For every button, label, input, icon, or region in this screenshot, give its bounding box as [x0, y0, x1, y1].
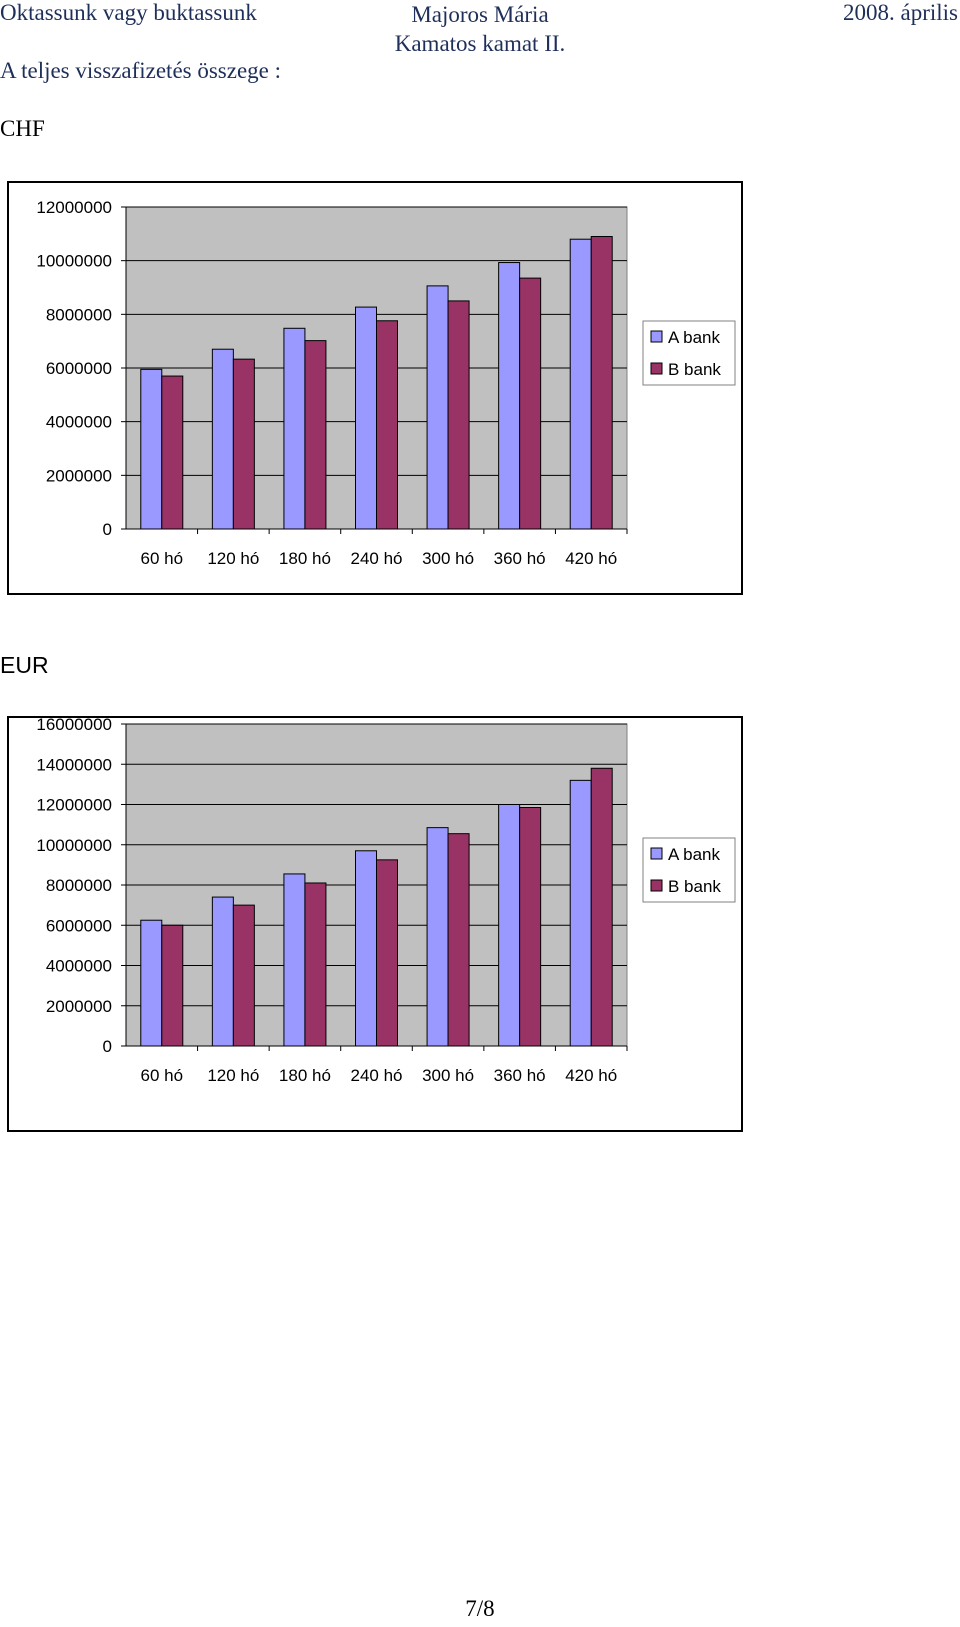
legend-label: B bank	[668, 360, 721, 379]
x-tick-label: 180 hó	[279, 549, 331, 568]
x-tick-label: 240 hó	[351, 1066, 403, 1085]
bar-b-bank	[304, 882, 327, 1047]
x-tick-label: 360 hó	[494, 1066, 546, 1085]
legend-label: A bank	[668, 845, 720, 864]
y-tick-label: 10000000	[36, 836, 112, 855]
x-tick-label: 420 hó	[565, 1066, 617, 1085]
header-topic: Kamatos kamat II.	[394, 31, 566, 56]
bar-a-bank	[355, 306, 377, 530]
x-tick-label: 120 hó	[207, 549, 259, 568]
chart-eur: 0 2000000 4000000 6000000 8000000 10000000 120…	[7, 716, 743, 1132]
legend-label: A bank	[668, 328, 720, 347]
bar-a-bank	[140, 919, 163, 1047]
y-tick-label: 10000000	[36, 252, 112, 271]
bar-b-bank	[447, 833, 470, 1047]
y-tick-label: 12000000	[36, 198, 112, 217]
y-tick-label: 16000000	[36, 716, 112, 734]
y-tick-label: 0	[103, 1037, 112, 1056]
bar-a-bank	[283, 873, 306, 1047]
y-tick-label: 4000000	[46, 413, 112, 432]
bar-b-bank	[304, 340, 327, 530]
bar-a-bank	[498, 262, 521, 530]
bar-a-bank	[355, 850, 377, 1047]
bar-b-bank	[590, 767, 613, 1047]
x-tick-label: 420 hó	[565, 549, 617, 568]
bar-b-bank	[376, 320, 398, 530]
bar-b-bank	[519, 807, 542, 1047]
bar-b-bank	[519, 277, 542, 530]
y-tick-label: 12000000	[36, 796, 112, 815]
bar-a-bank	[140, 368, 163, 530]
bar-a-bank	[211, 896, 234, 1047]
header-author: Majoros Mária	[411, 2, 549, 27]
bar-b-bank	[161, 375, 184, 530]
bar-b-bank	[232, 904, 255, 1047]
section-label-eur: EUR	[0, 652, 49, 678]
x-tick-label: 180 hó	[279, 1066, 331, 1085]
bar-a-bank	[569, 779, 592, 1047]
legend-swatch	[650, 362, 663, 375]
bar-a-bank	[569, 238, 592, 530]
y-tick-label: 8000000	[46, 876, 112, 895]
x-tick-label: 60 hó	[141, 1066, 184, 1085]
bar-b-bank	[447, 300, 470, 530]
y-tick-label: 2000000	[46, 466, 112, 485]
y-tick-label: 4000000	[46, 957, 112, 976]
x-tick-label: 300 hó	[422, 1066, 474, 1085]
header-date: 2008. április	[843, 0, 958, 25]
y-tick-label: 6000000	[46, 359, 112, 378]
bar-b-bank	[232, 358, 255, 530]
chart-chf: 0 2000000 4000000 6000000 8000000 10000000 120…	[7, 181, 743, 595]
x-tick-label: 60 hó	[141, 549, 184, 568]
header-center: Majoros Mária Kamatos kamat II.	[0, 0, 960, 58]
section-label-chf: CHF	[0, 116, 45, 141]
legend-swatch	[650, 847, 663, 860]
bar-b-bank	[161, 924, 184, 1047]
y-tick-label: 8000000	[46, 305, 112, 324]
bar-a-bank	[283, 327, 306, 530]
x-tick-label: 300 hó	[422, 549, 474, 568]
y-tick-label: 2000000	[46, 997, 112, 1016]
legend-swatch	[650, 879, 663, 892]
y-tick-label: 14000000	[36, 755, 112, 774]
header-left: Oktassunk vagy buktassunk	[0, 0, 257, 25]
y-tick-label: 0	[103, 520, 112, 539]
y-tick-label: 6000000	[46, 916, 112, 935]
x-tick-label: 360 hó	[494, 549, 546, 568]
bar-a-bank	[498, 804, 521, 1047]
bar-a-bank	[426, 285, 449, 530]
x-tick-label: 240 hó	[351, 549, 403, 568]
x-tick-label: 120 hó	[207, 1066, 259, 1085]
bar-b-bank	[376, 859, 398, 1047]
intro-text: A teljes visszafizetés összege :	[0, 58, 282, 83]
bar-a-bank	[211, 348, 234, 530]
legend-swatch	[650, 330, 663, 343]
page-number: 7/8	[465, 1596, 495, 1621]
bar-b-bank	[590, 236, 613, 530]
bar-a-bank	[426, 827, 449, 1047]
legend-label: B bank	[668, 877, 721, 896]
